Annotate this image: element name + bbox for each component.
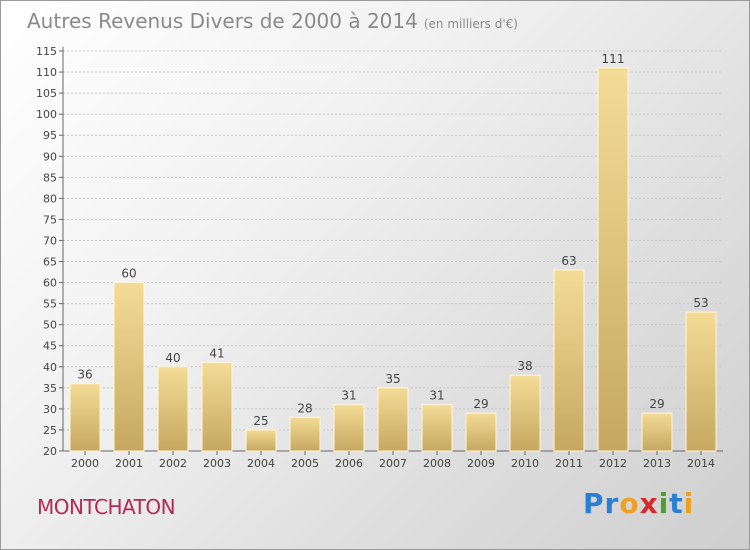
bar-2004 [245, 429, 277, 452]
bar-value-label: 53 [693, 296, 708, 310]
y-tick-label: 110 [36, 66, 57, 79]
x-tick-label: 2011 [555, 457, 583, 470]
y-tick-label: 30 [43, 403, 57, 416]
x-tick-label: 2003 [203, 457, 231, 470]
bar-value-label: 25 [253, 414, 268, 428]
bar-2008 [421, 404, 453, 452]
logo-letter: x [639, 487, 659, 520]
y-tick-label: 55 [43, 298, 57, 311]
y-tick-label: 75 [43, 213, 57, 226]
bar-value-label: 29 [473, 397, 488, 411]
y-tick-label: 80 [43, 192, 57, 205]
x-tick-label: 2014 [687, 457, 715, 470]
x-axis: 2000 2001 2002 2003 2004 2005 2006 2007 2008 2009… [71, 451, 715, 470]
y-tick-label: 25 [43, 424, 57, 437]
x-tick-label: 2007 [379, 457, 407, 470]
bar-value-label: 35 [385, 372, 400, 386]
y-tick-label: 70 [43, 234, 57, 247]
bar-value-label: 63 [561, 254, 576, 268]
logo-letter: r [604, 487, 620, 520]
y-tick-label: 45 [43, 340, 57, 353]
x-tick-label: 2012 [599, 457, 627, 470]
bar-2006 [333, 404, 365, 452]
x-tick-label: 2013 [643, 457, 671, 470]
proxiti-logo[interactable]: Proxiti [583, 487, 694, 520]
x-tick-label: 2005 [291, 457, 319, 470]
bar-2005 [289, 416, 321, 452]
chart-title-unit: (en milliers d'€) [423, 17, 518, 31]
bar-value-label: 41 [209, 347, 224, 361]
bar-2003 [201, 362, 233, 452]
y-tick-label: 95 [43, 129, 57, 142]
x-tick-label: 2002 [159, 457, 187, 470]
bar-2014 [685, 311, 717, 452]
x-tick-label: 2008 [423, 457, 451, 470]
x-tick-label: 2001 [115, 457, 143, 470]
logo-letter: P [583, 487, 605, 520]
bar-2002 [157, 366, 189, 452]
bar-value-label: 28 [297, 401, 312, 415]
chart-title-main: Autres Revenus Divers de 2000 à 2014 [27, 9, 418, 33]
logo-letter: o [619, 487, 640, 520]
x-tick-label: 2000 [71, 457, 99, 470]
chart-title: Autres Revenus Divers de 2000 à 2014 (en … [27, 9, 518, 33]
bar-value-label: 60 [121, 267, 136, 281]
x-tick-label: 2009 [467, 457, 495, 470]
bar-value-label: 31 [341, 389, 356, 403]
y-axis: 20 25 30 35 40 45 50 55 60 65 70 75 80 85 90 95 100 105 11… [36, 45, 723, 458]
logo-letter: i [658, 487, 670, 520]
bar-value-label: 31 [429, 389, 444, 403]
y-tick-label: 90 [43, 150, 57, 163]
bar-2012 [597, 67, 629, 452]
bar-2013 [641, 412, 673, 452]
y-tick-label: 100 [36, 108, 57, 121]
logo-letter: t [669, 487, 684, 520]
bar-2007 [377, 387, 409, 452]
x-tick-label: 2006 [335, 457, 363, 470]
y-tick-label: 40 [43, 361, 57, 374]
y-tick-label: 60 [43, 277, 57, 290]
logo-letter: i [683, 487, 695, 520]
y-tick-label: 115 [36, 45, 57, 58]
x-tick-label: 2004 [247, 457, 275, 470]
bar-value-label: 29 [649, 397, 664, 411]
town-name: MONTCHATON [37, 495, 176, 519]
bar-2001 [113, 282, 145, 452]
bar-value-label: 40 [165, 351, 180, 365]
y-tick-label: 50 [43, 319, 57, 332]
y-tick-label: 65 [43, 256, 57, 269]
bar-2000 [69, 383, 101, 452]
bar-2011 [553, 269, 585, 452]
bar-value-label: 38 [517, 359, 532, 373]
y-tick-label: 85 [43, 171, 57, 184]
y-tick-label: 105 [36, 87, 57, 100]
bar-value-label: 36 [77, 368, 92, 382]
y-tick-label: 35 [43, 382, 57, 395]
bar-2009 [465, 412, 497, 452]
bar-value-label: 111 [602, 52, 625, 66]
bars: 36 60 40 41 25 28 31 35 31 29 38 63 111 29 53 [69, 52, 717, 452]
y-tick-label: 20 [43, 445, 57, 458]
bar-2010 [509, 374, 541, 452]
x-tick-label: 2010 [511, 457, 539, 470]
